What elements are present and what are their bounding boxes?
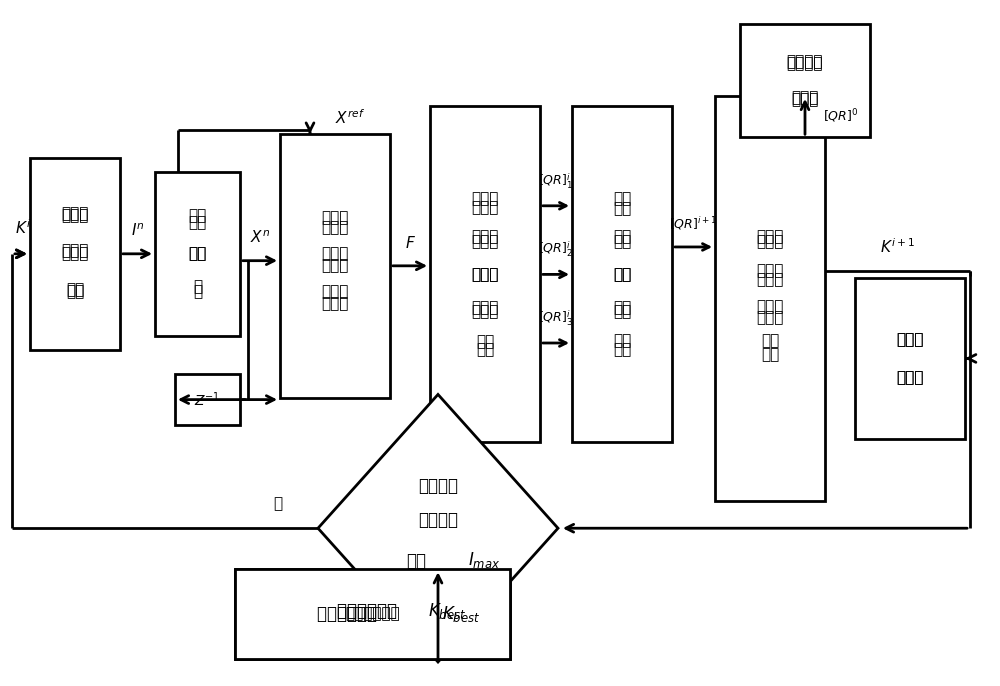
Text: 系数: 系数: [761, 348, 779, 362]
Text: 承系: 承系: [188, 246, 207, 261]
Polygon shape: [318, 394, 558, 662]
Text: 好的三: 好的三: [471, 267, 499, 282]
Text: 迭代次: 迭代次: [896, 332, 924, 347]
Text: 是否达到: 是否达到: [418, 477, 458, 495]
Text: 得到全局最优: 得到全局最优: [337, 602, 408, 619]
Text: 统: 统: [193, 279, 202, 294]
Text: 计算权: 计算权: [321, 221, 349, 235]
Text: 算法: 算法: [613, 267, 631, 282]
Text: 更新: 更新: [613, 300, 631, 315]
Text: 好的三: 好的三: [471, 267, 499, 282]
Text: 应度最: 应度最: [471, 229, 499, 244]
Bar: [280, 134, 390, 398]
Text: 智能控: 智能控: [61, 243, 89, 258]
Text: 统: 统: [193, 284, 202, 299]
Text: 得到全局最优: 得到全局最优: [345, 606, 400, 622]
Text: $[QR]^i_3$: $[QR]^i_3$: [538, 309, 574, 328]
Text: 抗干扰: 抗干扰: [61, 209, 89, 224]
Text: 灰狼: 灰狼: [613, 201, 631, 216]
Text: $K_{best}$: $K_{best}$: [442, 604, 481, 624]
Text: 重矩阵: 重矩阵: [791, 91, 819, 105]
Text: 制器: 制器: [66, 282, 84, 297]
Text: 矩阵: 矩阵: [476, 334, 494, 349]
Text: $[QR]^i_2$: $[QR]^i_2$: [538, 240, 574, 259]
Text: 最大迭代: 最大迭代: [418, 511, 458, 529]
Text: $[QR]^0$: $[QR]^0$: [823, 108, 858, 126]
Text: 确定适: 确定适: [471, 200, 499, 215]
Text: 迭代次: 迭代次: [896, 332, 924, 346]
Bar: [235, 569, 510, 659]
Bar: [430, 106, 540, 442]
Text: 应度最: 应度最: [471, 234, 499, 249]
Text: 重矩阵: 重矩阵: [321, 259, 349, 273]
Bar: [235, 569, 510, 659]
Text: 系数: 系数: [761, 333, 779, 348]
Text: 更新: 更新: [613, 305, 631, 320]
Text: 数加一: 数加一: [896, 370, 924, 385]
Text: 适应度: 适应度: [321, 296, 349, 311]
Text: 否: 否: [273, 496, 283, 511]
Text: 组权重: 组权重: [471, 300, 499, 315]
Text: 态反馈: 态反馈: [756, 263, 784, 279]
Text: 初始化权: 初始化权: [787, 56, 823, 71]
Text: 灰狼: 灰狼: [613, 191, 631, 206]
Text: 控制器: 控制器: [756, 310, 784, 324]
Text: $X^{ref}$: $X^{ref}$: [335, 108, 365, 127]
Bar: [715, 96, 825, 501]
Text: $K^{i+1}$: $K^{i+1}$: [880, 237, 915, 256]
Text: 次数: 次数: [406, 552, 426, 570]
Text: 智能控: 智能控: [61, 246, 89, 261]
Text: 初始化权: 初始化权: [787, 54, 823, 69]
Text: 态反馈: 态反馈: [756, 272, 784, 287]
Text: 算法: 算法: [613, 267, 631, 282]
Text: 得到全局最优: 得到全局最优: [317, 605, 388, 623]
Text: 优化: 优化: [613, 229, 631, 244]
Text: 重矩阵: 重矩阵: [791, 92, 819, 107]
Text: 计算状: 计算状: [756, 235, 784, 249]
Text: 优化: 优化: [613, 234, 631, 249]
Bar: [855, 278, 965, 439]
Bar: [740, 24, 870, 137]
Text: $Z^{-1}$: $Z^{-1}$: [194, 390, 221, 409]
Text: 确定适: 确定适: [471, 191, 499, 206]
Text: 计算状: 计算状: [756, 229, 784, 244]
Text: 磁轴: 磁轴: [188, 209, 207, 224]
Text: 组权重: 组权重: [471, 305, 499, 320]
Text: $[QR]^{i+1}$: $[QR]^{i+1}$: [669, 215, 718, 232]
Text: 矩阵: 矩阵: [613, 333, 631, 348]
Text: 适应度: 适应度: [321, 285, 349, 299]
Text: 计算权: 计算权: [321, 211, 349, 225]
Text: 重矩阵: 重矩阵: [321, 246, 349, 261]
Text: 矩阵: 矩阵: [613, 342, 631, 357]
Text: 承系: 承系: [188, 246, 207, 261]
Bar: [175, 374, 240, 425]
Text: 抗干扰: 抗干扰: [61, 206, 89, 222]
Bar: [572, 106, 672, 442]
Text: 矩阵: 矩阵: [476, 342, 494, 357]
Text: 数加一: 数加一: [896, 370, 924, 385]
Text: $X^n$: $X^n$: [250, 229, 270, 246]
Text: 磁轴: 磁轴: [188, 215, 207, 230]
Text: $[QR]^i_1$: $[QR]^i_1$: [538, 172, 574, 191]
Text: 控制器: 控制器: [756, 299, 784, 314]
Text: $F$: $F$: [405, 235, 415, 250]
Text: $I^n$: $I^n$: [131, 222, 144, 239]
Text: $K^i$: $K^i$: [15, 218, 31, 237]
Text: $I_{max}$: $I_{max}$: [468, 549, 500, 570]
Text: 制器: 制器: [66, 284, 84, 299]
Text: $K_{best}$: $K_{best}$: [428, 600, 466, 621]
Bar: [30, 158, 120, 350]
Bar: [155, 172, 240, 336]
